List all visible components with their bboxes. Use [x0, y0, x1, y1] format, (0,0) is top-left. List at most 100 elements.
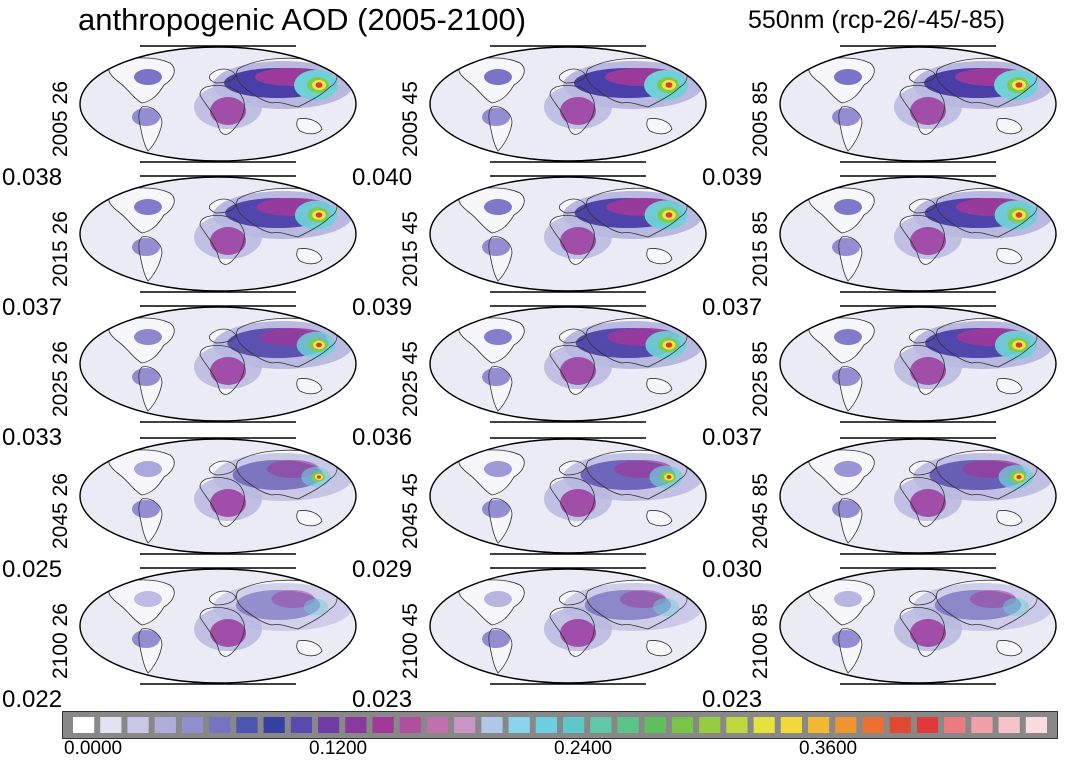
aod-map — [79, 175, 357, 293]
colorbar-swatch — [1025, 717, 1047, 733]
aod-map — [79, 437, 357, 555]
colorbar-swatch — [154, 717, 176, 733]
colorbar-swatch — [372, 717, 394, 733]
global-mean-value: 0.025 — [2, 556, 63, 583]
colorbar-swatch — [481, 717, 503, 733]
colorbar-swatch — [508, 717, 530, 733]
panel-label: 2045 85 — [749, 473, 772, 549]
global-mean-value: 0.030 — [702, 556, 763, 583]
colorbar-swatch — [699, 717, 721, 733]
colorbar-swatch — [971, 717, 993, 733]
map-panel — [78, 305, 358, 423]
map-panel — [428, 175, 708, 293]
map-panel — [428, 437, 708, 555]
colorbar-swatch — [345, 717, 367, 733]
global-mean-value: 0.037 — [2, 294, 63, 321]
global-mean-value: 0.037 — [702, 294, 763, 321]
panel-label: 2045 45 — [399, 473, 422, 549]
aod-map — [79, 45, 357, 163]
colorbar-swatch — [590, 717, 612, 733]
panel-label: 2015 26 — [49, 211, 72, 287]
panel-label: 2025 45 — [399, 341, 422, 417]
panel-label: 2100 26 — [49, 603, 72, 679]
colorbar-swatch — [127, 717, 149, 733]
colorbar-swatch — [181, 717, 204, 733]
global-mean-value: 0.033 — [2, 424, 63, 451]
panel-label: 2025 85 — [749, 341, 772, 417]
colorbar-swatch — [671, 717, 694, 733]
map-panel — [778, 175, 1058, 293]
colorbar-swatch — [209, 717, 231, 733]
aod-map — [429, 437, 707, 555]
colorbar-swatch — [726, 717, 748, 733]
aod-map — [79, 305, 357, 423]
panel-label: 2005 26 — [49, 81, 72, 157]
colorbar-swatches — [62, 711, 1058, 739]
colorbar-swatch — [808, 717, 830, 733]
global-mean-value: 0.029 — [352, 556, 413, 583]
global-mean-value: 0.023 — [702, 686, 763, 713]
map-panel — [778, 45, 1058, 163]
map-panel — [428, 567, 708, 685]
colorbar-swatch — [780, 717, 802, 733]
colorbar-tick-label: 0.0000 — [64, 738, 123, 759]
colorbar-swatch — [563, 717, 585, 733]
wavelength-scenarios-label: 550nm (rcp-26/-45/-85) — [748, 6, 1006, 34]
global-mean-value: 0.038 — [2, 164, 63, 191]
colorbar — [62, 711, 1058, 739]
aod-map — [429, 567, 707, 685]
colorbar-swatch — [318, 717, 340, 733]
aod-map — [779, 175, 1057, 293]
panel-label: 2025 26 — [49, 341, 72, 417]
colorbar-swatch — [426, 717, 449, 733]
aod-map — [779, 45, 1057, 163]
panel-label: 2100 45 — [399, 603, 422, 679]
aod-map — [429, 175, 707, 293]
colorbar-swatch — [862, 717, 884, 733]
colorbar-swatch — [916, 717, 939, 733]
aod-map — [429, 305, 707, 423]
colorbar-tick-label: 0.2400 — [554, 738, 613, 759]
global-mean-value: 0.023 — [352, 686, 413, 713]
panel-label: 2045 26 — [49, 473, 72, 549]
colorbar-swatch — [644, 717, 666, 733]
map-panel — [428, 45, 708, 163]
panel-label: 2015 45 — [399, 211, 422, 287]
map-panel — [78, 45, 358, 163]
global-mean-value: 0.039 — [702, 164, 763, 191]
panel-label: 2015 85 — [749, 211, 772, 287]
colorbar-swatch — [454, 717, 476, 733]
aod-map — [429, 45, 707, 163]
colorbar-swatch — [617, 717, 639, 733]
colorbar-swatch — [889, 717, 911, 733]
colorbar-swatch — [835, 717, 857, 733]
map-panel — [78, 567, 358, 685]
map-panel — [78, 175, 358, 293]
figure-title: anthropogenic AOD (2005-2100) — [78, 2, 527, 37]
map-panel — [778, 567, 1058, 685]
map-panel — [778, 305, 1058, 423]
colorbar-swatch — [73, 717, 95, 733]
map-panel — [778, 437, 1058, 555]
global-mean-value: 0.022 — [2, 686, 63, 713]
colorbar-swatch — [535, 717, 557, 733]
aod-map — [779, 305, 1057, 423]
colorbar-swatch — [944, 717, 966, 733]
colorbar-swatch — [998, 717, 1020, 733]
global-mean-value: 0.039 — [352, 294, 413, 321]
panel-label: 2100 85 — [749, 603, 772, 679]
global-mean-value: 0.036 — [352, 424, 413, 451]
panel-label: 2005 45 — [399, 81, 422, 157]
colorbar-swatch — [399, 717, 421, 733]
colorbar-swatch — [236, 717, 258, 733]
colorbar-swatch — [263, 717, 285, 733]
map-panel — [78, 437, 358, 555]
global-mean-value: 0.037 — [702, 424, 763, 451]
global-mean-value: 0.040 — [352, 164, 413, 191]
aod-map — [779, 567, 1057, 685]
aod-map — [79, 567, 357, 685]
colorbar-tick-label: 0.1200 — [309, 738, 368, 759]
colorbar-tick-label: 0.3600 — [799, 738, 858, 759]
colorbar-swatch — [100, 717, 122, 733]
map-panel — [428, 305, 708, 423]
